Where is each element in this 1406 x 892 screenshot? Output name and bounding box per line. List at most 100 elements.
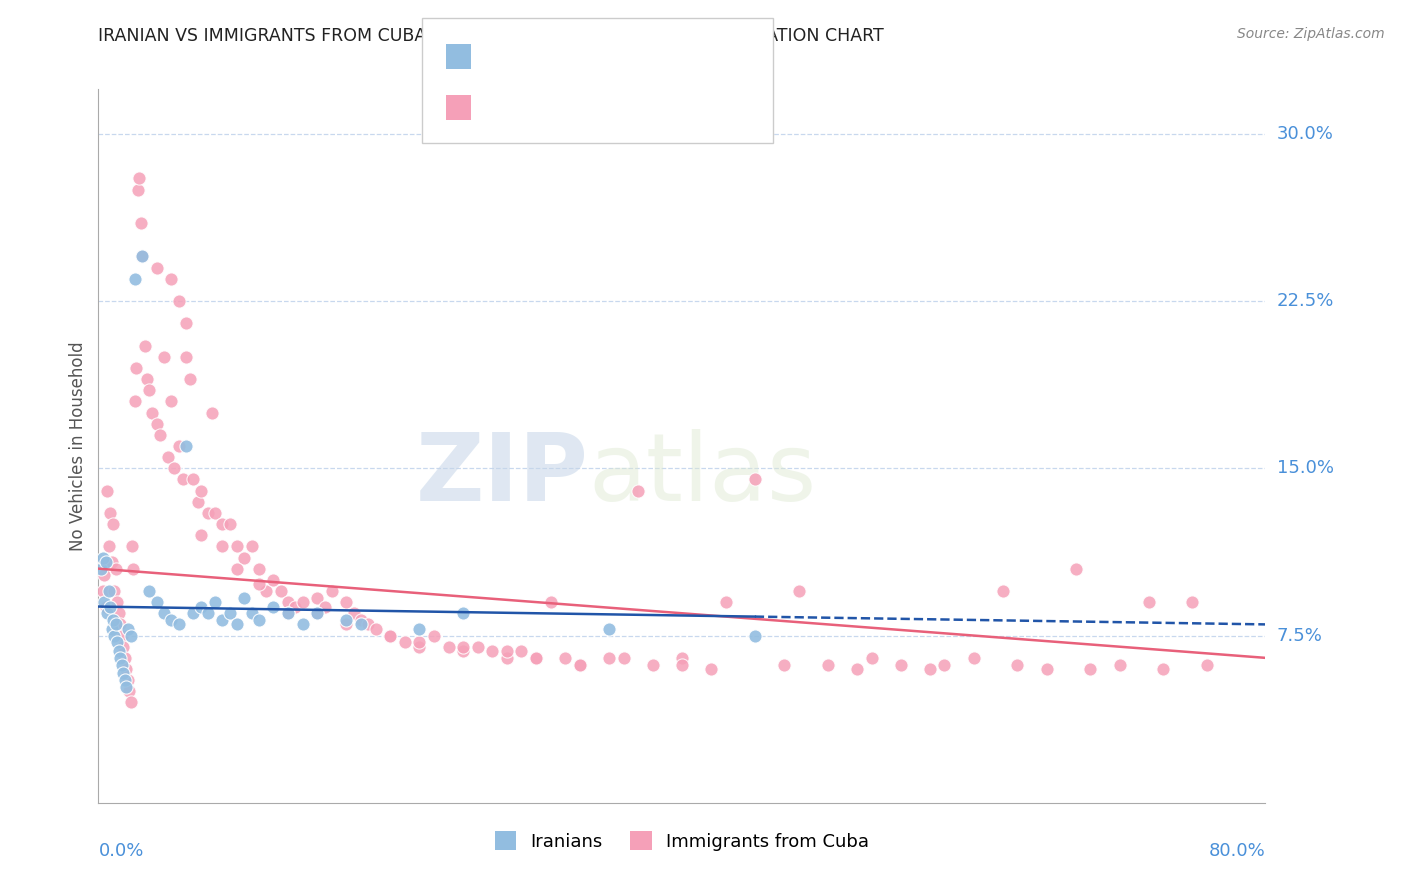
Point	[97, 539, 120, 553]
Text: 80.0%: 80.0%	[1209, 842, 1265, 860]
Point	[307, 591, 329, 605]
Point	[138, 384, 160, 398]
Point	[226, 539, 249, 553]
Point	[131, 249, 153, 264]
Point	[218, 516, 240, 531]
Point	[93, 568, 115, 582]
Point	[128, 171, 150, 186]
Point	[307, 607, 329, 621]
Point	[204, 506, 226, 520]
Point	[744, 472, 766, 486]
Point	[146, 417, 169, 431]
Point	[277, 595, 299, 609]
Point	[1007, 657, 1029, 672]
Text: 15.0%: 15.0%	[1277, 459, 1333, 477]
Point	[240, 539, 263, 553]
Point	[641, 657, 664, 672]
Point	[714, 595, 737, 609]
Text: 7.5%: 7.5%	[1277, 626, 1323, 645]
Point	[91, 550, 114, 565]
Point	[97, 583, 120, 598]
Point	[124, 271, 146, 285]
Point	[451, 607, 474, 621]
Point	[125, 360, 148, 375]
Point	[112, 666, 135, 681]
Point	[240, 607, 263, 621]
Point	[105, 595, 128, 609]
Point	[115, 680, 138, 694]
Point	[1080, 662, 1102, 676]
Point	[226, 617, 249, 632]
Point	[174, 350, 197, 364]
Point	[124, 394, 146, 409]
Point	[817, 657, 839, 672]
Point	[103, 628, 125, 642]
Point	[101, 516, 124, 531]
Point	[350, 617, 373, 632]
Point	[157, 450, 180, 464]
Point	[141, 405, 163, 419]
Point	[496, 651, 519, 665]
Point	[991, 583, 1014, 598]
Point	[554, 651, 576, 665]
Point	[247, 613, 270, 627]
Point	[524, 651, 547, 665]
Point	[160, 613, 183, 627]
Point	[335, 617, 357, 632]
Point	[190, 483, 212, 498]
Point	[93, 595, 115, 609]
Point	[120, 696, 142, 710]
Point	[350, 613, 373, 627]
Point	[138, 583, 160, 598]
Point	[1181, 595, 1204, 609]
Point	[846, 662, 869, 676]
Point	[1137, 595, 1160, 609]
Point	[934, 657, 956, 672]
Point	[167, 439, 190, 453]
Point	[108, 644, 131, 658]
Point	[211, 539, 233, 553]
Point	[744, 628, 766, 642]
Point	[357, 617, 380, 632]
Point	[408, 622, 430, 636]
Point	[100, 622, 122, 636]
Point	[451, 644, 474, 658]
Point	[135, 372, 157, 386]
Point	[111, 657, 134, 672]
Point	[291, 595, 314, 609]
Point	[1152, 662, 1174, 676]
Text: Source: ZipAtlas.com: Source: ZipAtlas.com	[1237, 27, 1385, 41]
Point	[598, 622, 620, 636]
Point	[467, 640, 489, 654]
Point	[343, 607, 366, 621]
Point	[671, 657, 693, 672]
Point	[254, 583, 277, 598]
Point	[98, 506, 121, 520]
Point	[115, 662, 138, 676]
Point	[211, 613, 233, 627]
Point	[90, 562, 112, 576]
Point	[314, 599, 336, 614]
Point	[163, 461, 186, 475]
Point	[627, 483, 650, 498]
Point	[121, 539, 143, 553]
Text: 22.5%: 22.5%	[1277, 292, 1334, 310]
Point	[598, 651, 620, 665]
Point	[134, 338, 156, 352]
Point	[197, 506, 219, 520]
Point	[110, 651, 132, 665]
Point	[129, 216, 152, 230]
Point	[270, 583, 292, 598]
Point	[524, 651, 547, 665]
Point	[101, 613, 124, 627]
Point	[201, 405, 224, 419]
Point	[226, 562, 249, 576]
Point	[160, 271, 183, 285]
Legend: Iranians, Immigrants from Cuba: Iranians, Immigrants from Cuba	[488, 824, 876, 858]
Point	[335, 613, 357, 627]
Point	[437, 640, 460, 654]
Point	[181, 607, 204, 621]
Point	[108, 607, 131, 621]
Point	[153, 350, 176, 364]
Point	[787, 583, 810, 598]
